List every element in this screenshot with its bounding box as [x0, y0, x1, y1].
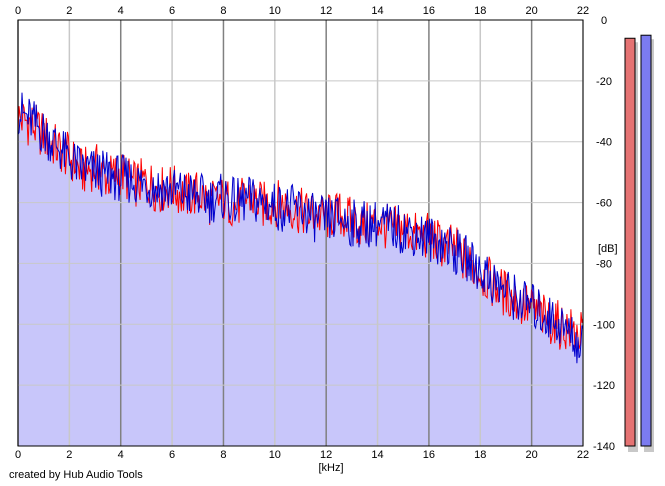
- x-tick-label-top: 8: [220, 5, 226, 17]
- level-meters: [624, 34, 654, 452]
- spectrum-area: [18, 92, 583, 446]
- x-tick-label-top: 2: [66, 5, 72, 17]
- y-tick-label: -100: [593, 319, 615, 331]
- x-tick-label-bottom: 6: [169, 449, 175, 461]
- level-meter-bar: [640, 34, 652, 447]
- x-tick-label-bottom: 22: [577, 449, 589, 461]
- y-tick-label: 0: [601, 15, 607, 27]
- x-tick-label-bottom: 20: [526, 449, 538, 461]
- credit-text: created by Hub Audio Tools: [9, 469, 143, 481]
- spectrum-area-layer: [18, 92, 583, 446]
- y-axis-label: [dB]: [598, 243, 618, 255]
- y-tick-label: -40: [596, 137, 612, 149]
- x-tick-label-bottom: 2: [66, 449, 72, 461]
- series-layer: [17, 92, 584, 364]
- x-tick-label-top: 22: [577, 5, 589, 17]
- y-tick-labels: 0 -20 -40 -60 -80 -100 -120 -140: [593, 15, 615, 453]
- spectrum-line-2: [17, 92, 584, 364]
- plot-border: [17, 19, 584, 447]
- y-tick-label: -20: [596, 76, 612, 88]
- x-tick-label-top: 16: [423, 5, 435, 17]
- y-tick-label: -60: [596, 198, 612, 210]
- x-tick-label-bottom: 10: [269, 449, 281, 461]
- level-meter-bar: [624, 37, 636, 447]
- x-tick-labels-top: 0 2 4 6 8 10 12 14 16 18 20 22: [15, 5, 589, 17]
- x-tick-label-bottom: 12: [320, 449, 332, 461]
- x-tick-label-bottom: 4: [118, 449, 124, 461]
- y-tick-label: -80: [596, 258, 612, 270]
- x-axis-label: [kHz]: [318, 462, 343, 474]
- x-tick-label-bottom: 14: [371, 449, 383, 461]
- x-tick-label-bottom: 0: [15, 449, 21, 461]
- x-tick-label-bottom: 18: [474, 449, 486, 461]
- x-tick-label-top: 14: [371, 5, 383, 17]
- x-tick-label-top: 12: [320, 5, 332, 17]
- y-tick-label: -140: [593, 441, 615, 453]
- y-tick-label: -120: [593, 380, 615, 392]
- x-tick-label-top: 10: [269, 5, 281, 17]
- x-tick-label-bottom: 16: [423, 449, 435, 461]
- x-tick-label-bottom: 8: [220, 449, 226, 461]
- x-tick-label-top: 4: [118, 5, 124, 17]
- x-tick-labels-bottom: 0 2 4 6 8 10 12 14 16 18 20 22: [15, 449, 589, 461]
- x-tick-label-top: 18: [474, 5, 486, 17]
- x-tick-label-top: 20: [526, 5, 538, 17]
- x-tick-label-top: 6: [169, 5, 175, 17]
- x-tick-label-top: 0: [15, 5, 21, 17]
